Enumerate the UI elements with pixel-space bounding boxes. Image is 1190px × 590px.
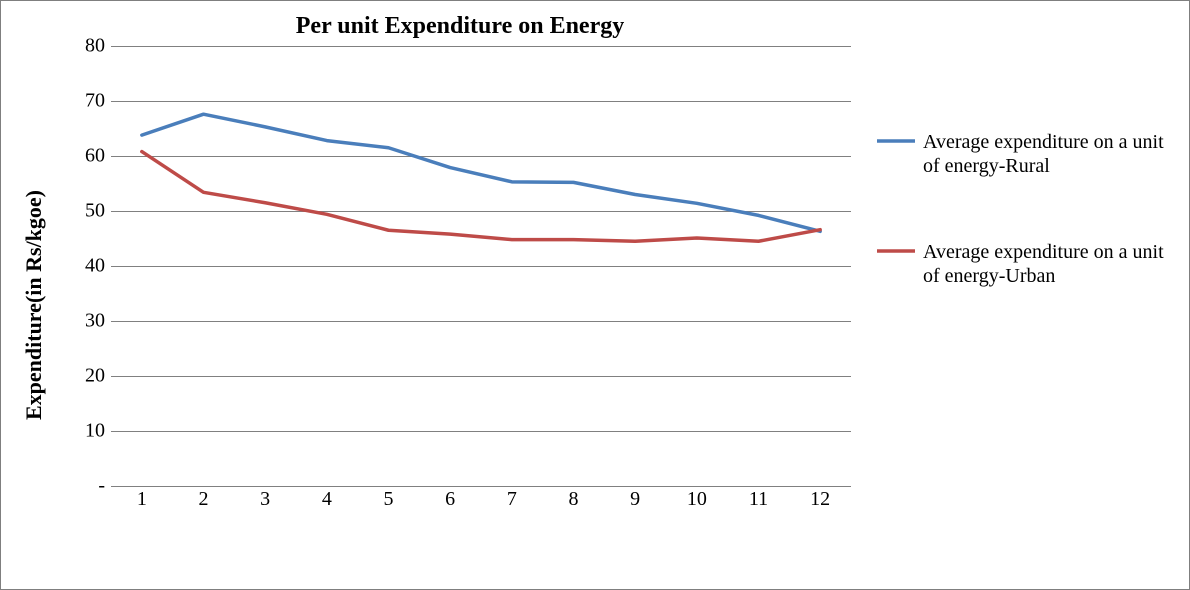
x-tick-label: 6	[445, 488, 455, 511]
x-tick-label: 2	[199, 488, 209, 511]
y-tick-label: 70	[61, 90, 111, 113]
y-axis-label: Expenditure(in Rs/kgoe)	[21, 190, 47, 420]
legend-item-urban: Average expenditure on a unit of energy-…	[877, 240, 1175, 288]
legend-label: Average expenditure on a unit of energy-…	[923, 130, 1173, 178]
legend-swatch	[877, 130, 915, 152]
y-tick-label: 10	[61, 420, 111, 443]
series-layer	[111, 46, 851, 486]
chart-frame: Per unit Expenditure on Energy Expenditu…	[0, 0, 1190, 590]
chart-body: Expenditure(in Rs/kgoe) - 10 20 30 40 50…	[15, 46, 1175, 564]
y-tick-label: -	[61, 475, 111, 498]
x-tick-label: 5	[384, 488, 394, 511]
x-tick-label: 8	[569, 488, 579, 511]
y-tick-label: 40	[61, 255, 111, 278]
y-tick-label: 80	[61, 35, 111, 58]
y-tick-label: 50	[61, 200, 111, 223]
legend-item-rural: Average expenditure on a unit of energy-…	[877, 130, 1175, 178]
series-line-rural	[142, 114, 820, 231]
y-tick-label: 60	[61, 145, 111, 168]
legend: Average expenditure on a unit of energy-…	[851, 46, 1175, 564]
y-tick-label: 30	[61, 310, 111, 333]
legend-swatch	[877, 240, 915, 262]
legend-label: Average expenditure on a unit of energy-…	[923, 240, 1173, 288]
x-tick-label: 9	[630, 488, 640, 511]
x-axis: 123456789101112	[111, 486, 851, 522]
x-tick-label: 4	[322, 488, 332, 511]
y-axis-label-column: Expenditure(in Rs/kgoe)	[15, 46, 53, 564]
x-tick-label: 3	[260, 488, 270, 511]
x-tick-label: 1	[137, 488, 147, 511]
x-tick-label: 12	[810, 488, 830, 511]
chart-title: Per unit Expenditure on Energy	[15, 13, 1175, 40]
y-tick-label: 20	[61, 365, 111, 388]
x-tick-label: 7	[507, 488, 517, 511]
plot-area: - 10 20 30 40 50 60 70 80	[111, 46, 851, 486]
x-tick-label: 11	[749, 488, 768, 511]
plot-column: - 10 20 30 40 50 60 70 80 12345678910111…	[53, 46, 851, 564]
series-line-urban	[142, 152, 820, 242]
x-tick-label: 10	[687, 488, 707, 511]
